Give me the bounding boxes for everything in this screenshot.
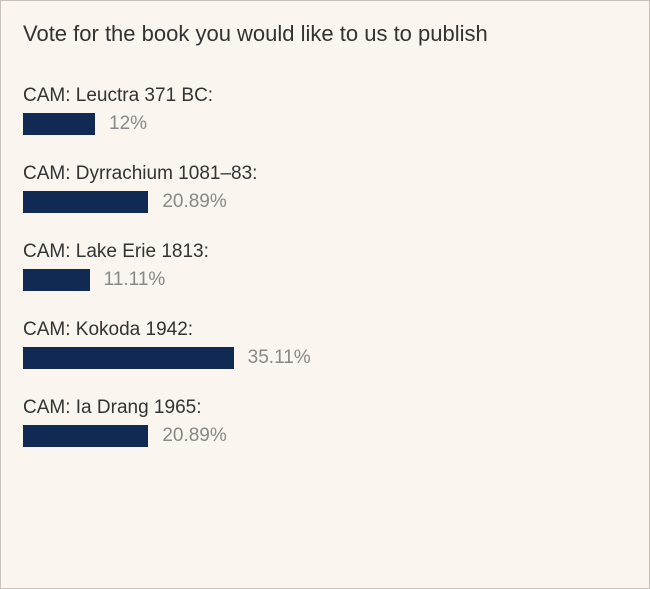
poll-option-percent: 12% <box>109 113 147 135</box>
poll-option-label: CAM: Ia Drang 1965: <box>23 397 627 419</box>
poll-option-label: CAM: Dyrrachium 1081–83: <box>23 163 627 185</box>
poll-option-percent: 11.11% <box>104 269 166 291</box>
poll-option-percent: 35.11% <box>248 347 311 369</box>
poll-option-percent: 20.89% <box>162 425 226 447</box>
poll-option: CAM: Ia Drang 1965: 20.89% <box>23 397 627 447</box>
poll-option-bar <box>23 113 95 135</box>
poll-title: Vote for the book you would like to us t… <box>23 21 627 47</box>
poll-option-bar-row: 11.11% <box>23 269 627 291</box>
poll-option: CAM: Kokoda 1942: 35.11% <box>23 319 627 369</box>
poll-option-bar <box>23 425 148 447</box>
poll-options: CAM: Leuctra 371 BC: 12% CAM: Dyrrachium… <box>23 85 627 447</box>
poll-option-bar-row: 20.89% <box>23 425 627 447</box>
poll-option-bar <box>23 269 90 291</box>
poll-option: CAM: Dyrrachium 1081–83: 20.89% <box>23 163 627 213</box>
poll-option-bar-row: 20.89% <box>23 191 627 213</box>
poll-option-label: CAM: Lake Erie 1813: <box>23 241 627 263</box>
poll-panel: Vote for the book you would like to us t… <box>0 0 650 589</box>
poll-option-bar <box>23 191 148 213</box>
poll-option-bar-row: 35.11% <box>23 347 627 369</box>
poll-option: CAM: Leuctra 371 BC: 12% <box>23 85 627 135</box>
poll-option-bar-row: 12% <box>23 113 627 135</box>
poll-option-label: CAM: Kokoda 1942: <box>23 319 627 341</box>
poll-option-label: CAM: Leuctra 371 BC: <box>23 85 627 107</box>
poll-option: CAM: Lake Erie 1813: 11.11% <box>23 241 627 291</box>
poll-option-percent: 20.89% <box>162 191 226 213</box>
poll-option-bar <box>23 347 234 369</box>
